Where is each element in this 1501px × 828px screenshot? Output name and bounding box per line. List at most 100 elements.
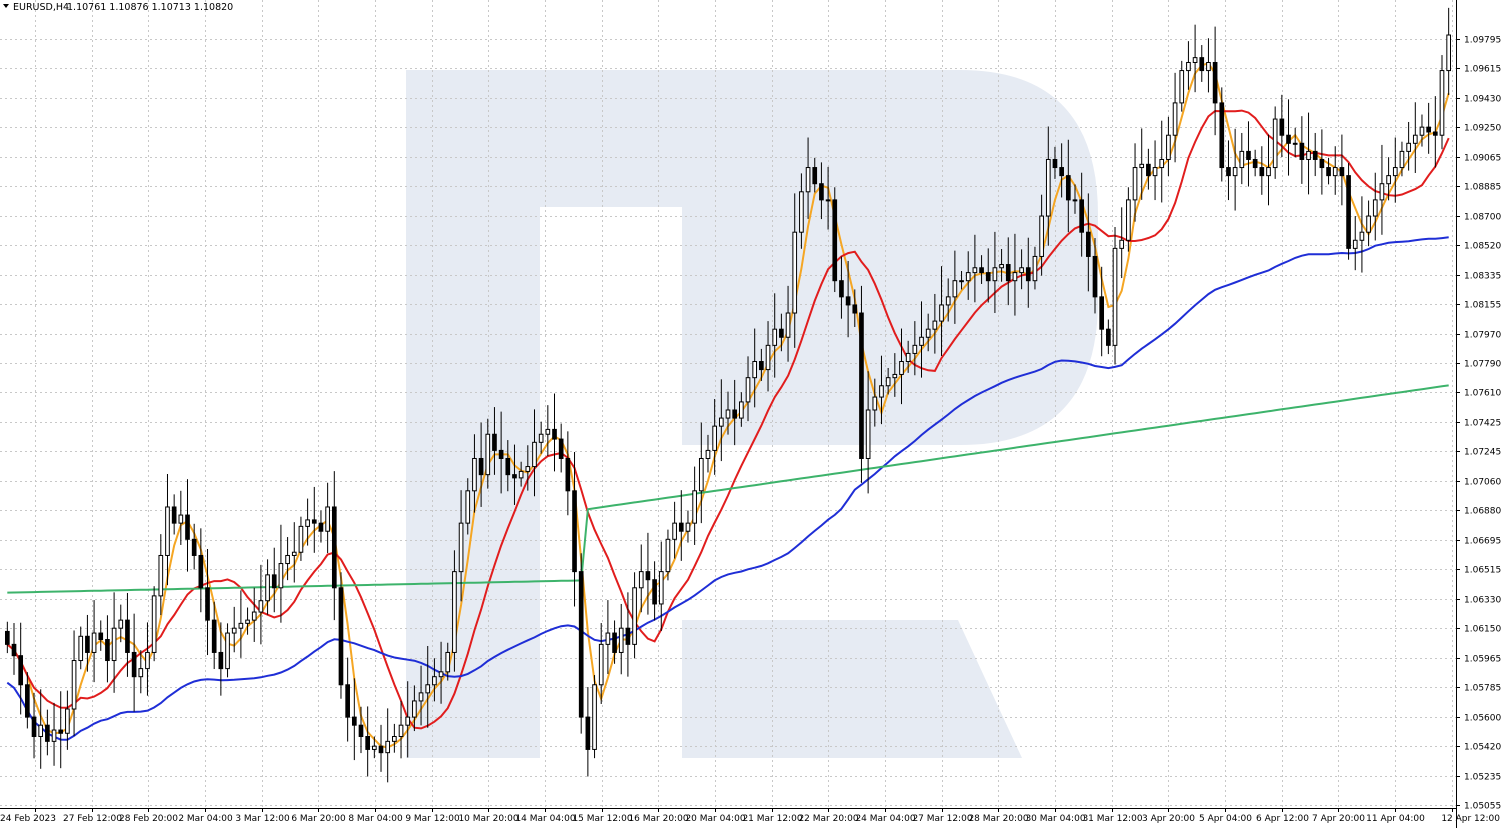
candle-body [859,312,864,459]
candle-body [1399,150,1405,169]
candle-body [825,199,831,202]
candle [992,231,998,313]
candle-body [331,506,337,589]
candle [472,434,477,513]
candle-body [1146,163,1151,177]
candle [552,393,557,472]
candle-body [418,692,424,702]
candle [1045,126,1051,246]
candle-body [1359,231,1365,241]
candle [1139,128,1145,200]
candle [999,249,1004,282]
candle [1392,137,1398,203]
price-tick-label: 1.08520 [1464,242,1501,252]
candle [565,431,571,516]
candle [238,590,244,658]
price-tick-label: 1.05055 [1464,802,1501,812]
candle [358,706,364,754]
candle [138,650,144,694]
candle-body [18,655,24,686]
candle [638,544,644,613]
candle-body [365,735,371,750]
price-tick-label: 1.05420 [1464,743,1501,753]
price-tick-label: 1.05785 [1464,684,1501,694]
candle-body [1232,167,1238,177]
candle [925,313,931,352]
candle-body [518,470,524,479]
candle [1386,157,1391,201]
candle-body [585,716,591,750]
price-tick-label: 1.07610 [1464,389,1501,399]
candle [438,641,444,704]
candle-body [125,619,130,653]
candle-body [305,519,310,527]
time-tick-label: 9 Mar 12:00 [405,814,460,824]
candle-body [959,280,964,283]
candle [1346,163,1351,260]
candle [1292,127,1298,158]
candle-body [1339,167,1345,177]
price-tick-label: 1.08700 [1464,213,1501,223]
candle-body [819,183,824,201]
candle [1019,249,1024,290]
candle [1012,233,1018,316]
candle [985,248,991,303]
candle [832,187,838,293]
candle [338,572,344,699]
candle [1166,116,1171,177]
candle-body [772,328,778,346]
candle-body [458,522,464,573]
candle-body [298,525,304,553]
candle-body [1379,183,1385,201]
candle-body [965,272,971,282]
candlestick-series [5,7,1451,783]
candle [478,422,484,507]
candle [645,532,651,615]
dropdown-triangle-icon[interactable] [3,4,9,8]
time-tick-label: 10 Mar 20:00 [458,814,518,824]
candle-body [925,328,931,338]
time-tick-label: 28 Mar 20:00 [968,814,1028,824]
candle [1279,94,1285,158]
candle-body [1045,158,1051,217]
candle-body [905,352,911,363]
candle-body [218,651,224,670]
candle [1439,55,1445,150]
candle-body [478,457,484,476]
candle [965,251,971,300]
candle [1379,144,1385,235]
candle-body [1152,167,1158,177]
candle [625,592,631,677]
candle-body [1132,167,1138,201]
candle-body [1292,142,1298,145]
candle-body [572,490,577,573]
time-tick-label: 27 Mar 12:00 [912,814,972,824]
candle [1119,207,1125,279]
candle [692,466,697,545]
candle [65,690,70,750]
candle [839,256,844,319]
candle-body [1059,167,1064,177]
candle-body [1319,158,1325,169]
candle-body [1252,158,1258,169]
candle-body [665,538,671,573]
candle-body [1446,34,1451,72]
candle-body [779,328,784,338]
candle-body [31,716,37,737]
candle-body [225,632,230,670]
candle [1126,187,1131,252]
candle-body [1092,255,1098,298]
price-tick-label: 1.05235 [1464,773,1501,783]
candle-body [839,280,844,298]
candle-body [452,571,457,653]
candle-body [85,635,90,653]
time-tick-label: 3 Apr 20:00 [1142,814,1195,824]
candle-body [525,466,531,472]
candle-body [885,377,891,387]
candle-body [392,735,397,742]
candle-body [425,684,431,694]
candle-body [71,660,77,710]
candle [1372,172,1378,241]
candle-body [945,296,951,306]
